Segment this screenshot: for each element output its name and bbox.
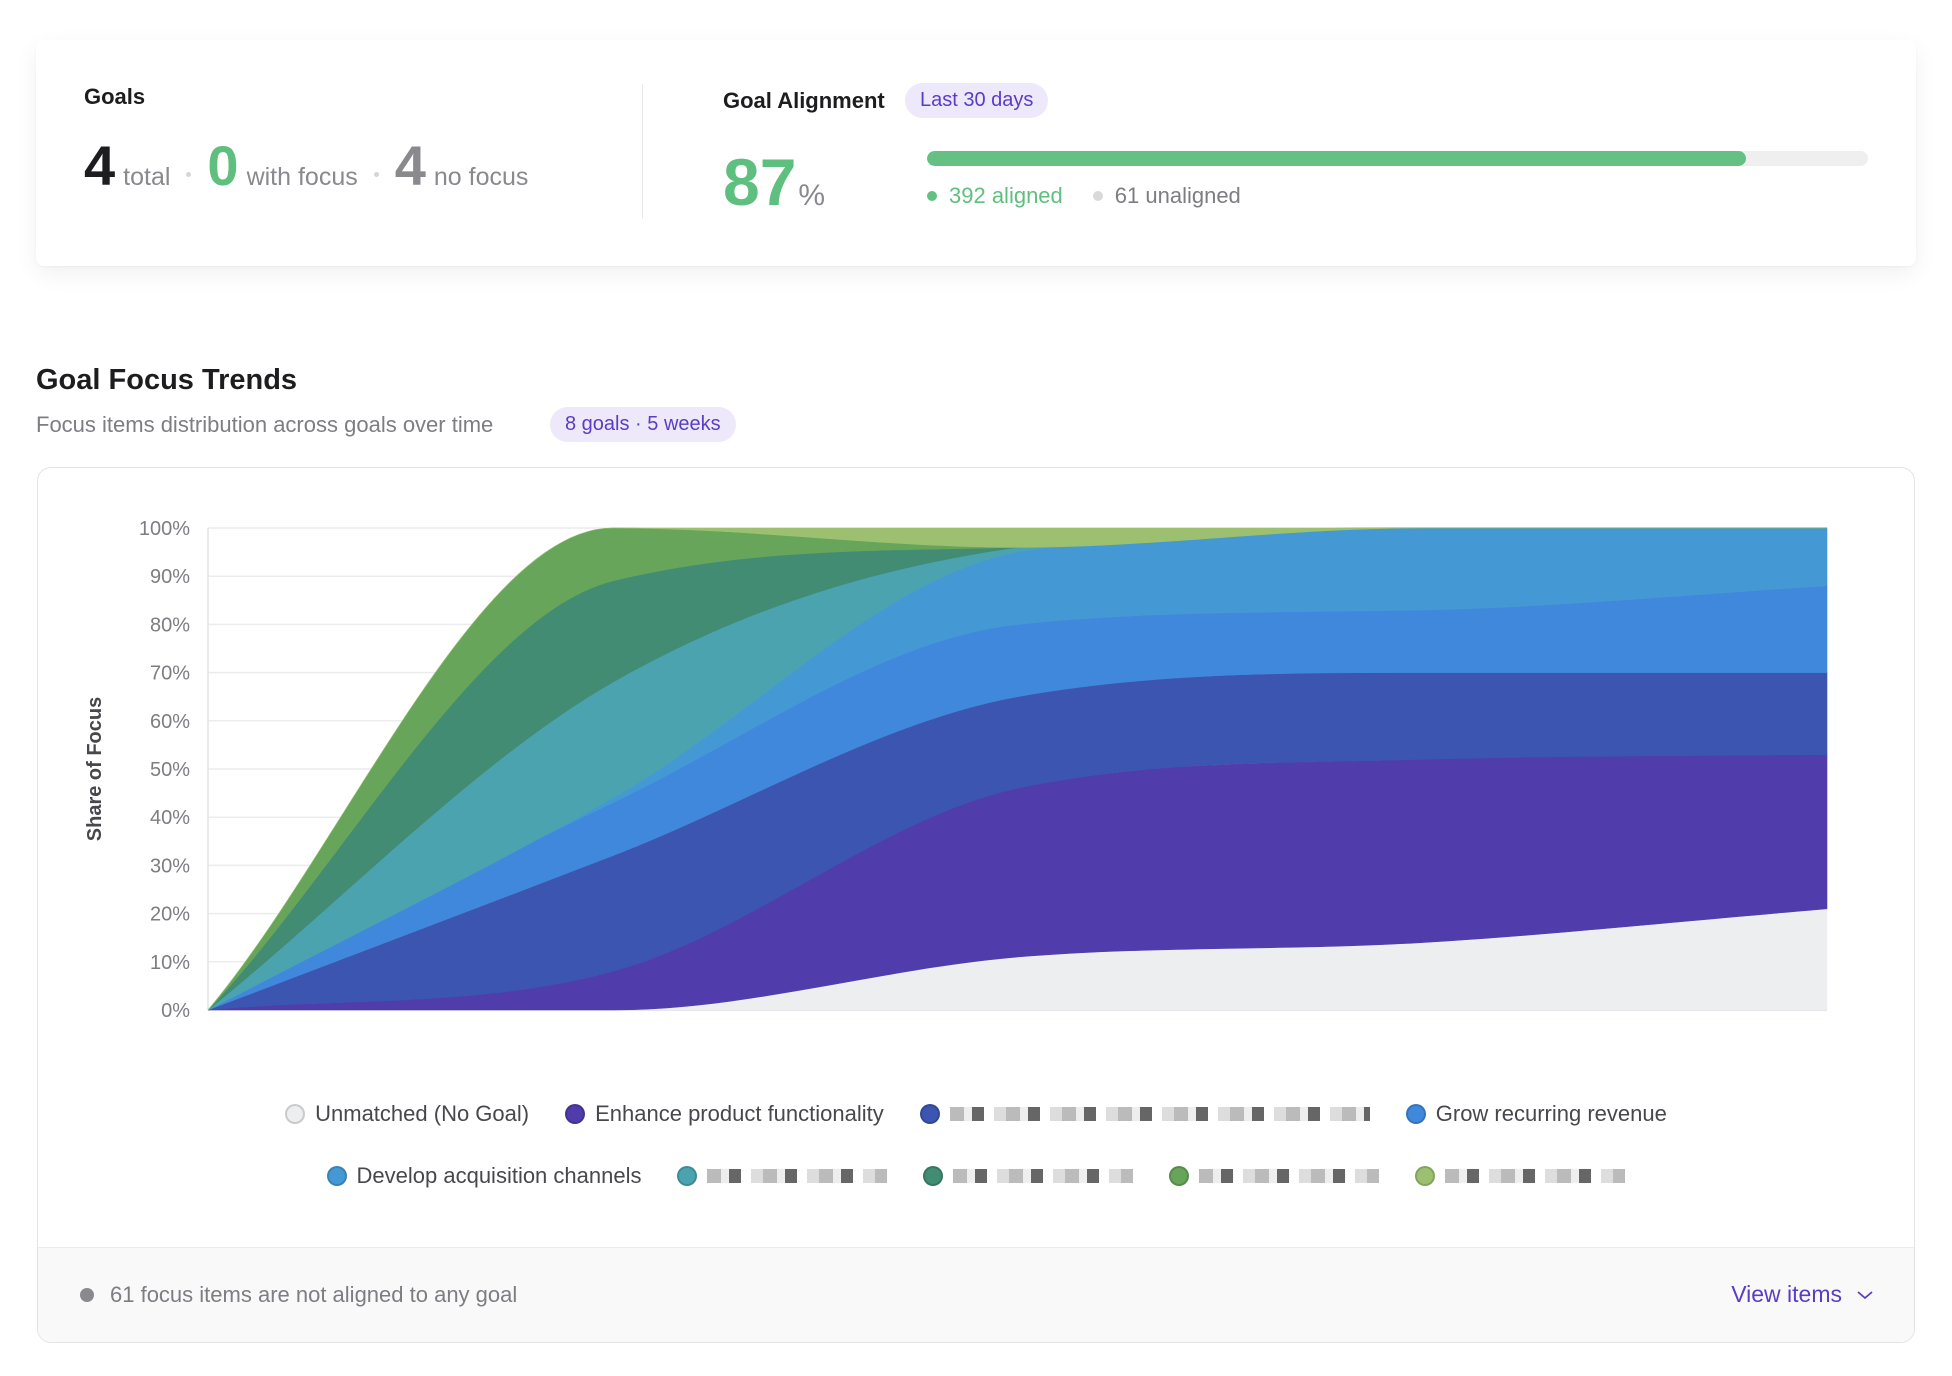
y-tick-label: 20% <box>150 904 190 926</box>
legend-swatch-icon <box>919 1104 940 1124</box>
area-series-8 <box>207 527 1827 1011</box>
y-tick-label: 40% <box>150 807 190 829</box>
goals-weeks-badge: 8 goals · 5 weeks <box>550 407 736 442</box>
legend-item[interactable] <box>677 1163 888 1189</box>
goals-title: Goals <box>84 84 146 109</box>
legend-swatch-icon <box>285 1104 306 1124</box>
legend-label <box>949 1107 1370 1121</box>
goals-total-label: total <box>123 163 171 191</box>
y-tick-label: 60% <box>150 711 190 733</box>
unaligned-footer: 61 focus items are not aligned to any go… <box>38 1247 1914 1342</box>
goals-with-focus-label: with focus <box>246 163 358 191</box>
chart-legend-row-2: Develop acquisition channels <box>38 1163 1914 1189</box>
goals-no-focus-count: 4 <box>394 134 426 197</box>
legend-item[interactable]: Grow recurring revenue <box>1405 1101 1667 1127</box>
y-tick-label: 70% <box>150 663 190 685</box>
legend-label: Enhance product functionality <box>595 1101 884 1126</box>
legend-swatch-icon <box>326 1166 347 1186</box>
legend-item[interactable] <box>923 1163 1134 1189</box>
legend-item[interactable]: Unmatched (No Goal) <box>285 1101 529 1127</box>
aligned-label: 392 aligned <box>949 183 1063 208</box>
y-tick-label: 90% <box>150 566 190 588</box>
goals-summary-card: Goals 4 total 0 with focus 4 no focus Go… <box>36 40 1916 266</box>
legend-item[interactable]: Enhance product functionality <box>565 1101 884 1127</box>
goals-no-focus-label: no focus <box>433 163 529 191</box>
stacked-area-chart: 0% 10% 20% 30% 40% 50% 60% 70% 80% 90% 100% Share o… <box>84 518 1828 1022</box>
y-tick-label: 50% <box>150 759 190 781</box>
y-tick-label: 100% <box>139 518 190 540</box>
view-items-button[interactable]: View items <box>1731 1281 1874 1308</box>
separator-dot <box>186 171 192 177</box>
status-dot-icon <box>80 1288 94 1302</box>
goal-alignment-title: Goal Alignment <box>723 88 885 113</box>
legend-label: Grow recurring revenue <box>1435 1101 1667 1126</box>
period-badge: Last 30 days <box>905 83 1049 118</box>
legend-swatch-icon <box>565 1104 586 1124</box>
section-title: Goal Focus Trends <box>36 364 298 396</box>
legend-label: Develop acquisition channels <box>356 1163 642 1188</box>
y-tick-label: 0% <box>161 1000 190 1022</box>
divider <box>642 84 643 218</box>
goals-total-count: 4 <box>84 134 116 197</box>
separator-dot <box>373 171 379 177</box>
unaligned-dot-icon <box>1092 191 1103 201</box>
legend-item[interactable] <box>919 1101 1370 1127</box>
legend-item[interactable] <box>1169 1163 1380 1189</box>
chart-legend-row-1: Unmatched (No Goal) Enhance product funct… <box>38 1101 1914 1127</box>
legend-label <box>953 1169 1134 1183</box>
section-subtitle: Focus items distribution across goals ov… <box>36 412 494 437</box>
chevron-down-icon <box>1857 1290 1873 1299</box>
alignment-percent-value: 87 <box>723 145 797 219</box>
unaligned-message: 61 focus items are not aligned to any go… <box>110 1282 518 1307</box>
legend-item[interactable]: Develop acquisition channels <box>326 1163 642 1189</box>
legend-swatch-icon <box>1169 1166 1190 1186</box>
legend-item[interactable] <box>1415 1163 1626 1189</box>
y-axis-label: Share of Focus <box>84 697 106 841</box>
legend-swatch-icon <box>677 1166 698 1186</box>
y-tick-label: 30% <box>150 855 190 877</box>
alignment-percent-unit: % <box>798 179 826 212</box>
legend-swatch-icon <box>1405 1104 1426 1124</box>
view-items-label: View items <box>1731 1281 1842 1307</box>
legend-label <box>1199 1169 1380 1183</box>
chart-card: 0% 10% 20% 30% 40% 50% 60% 70% 80% 90% 100% Share o… <box>37 467 1915 1343</box>
unaligned-label: 61 unaligned <box>1114 183 1241 208</box>
legend-swatch-icon <box>1415 1166 1436 1186</box>
legend-label <box>1445 1169 1626 1183</box>
legend-swatch-icon <box>923 1166 944 1186</box>
aligned-dot-icon <box>927 191 937 201</box>
alignment-legend: 392 aligned 61 unaligned <box>927 183 1241 209</box>
goals-stats: 4 total 0 with focus 4 no focus <box>84 138 528 194</box>
legend-label: Unmatched (No Goal) <box>315 1101 530 1126</box>
y-tick-label: 10% <box>150 952 190 974</box>
alignment-progress-bar <box>927 151 1868 166</box>
alignment-percent: 87 % <box>723 144 825 220</box>
alignment-progress-fill <box>927 151 1746 166</box>
goals-with-focus-count: 0 <box>207 134 239 197</box>
legend-label <box>707 1169 888 1183</box>
y-tick-label: 80% <box>150 614 190 636</box>
